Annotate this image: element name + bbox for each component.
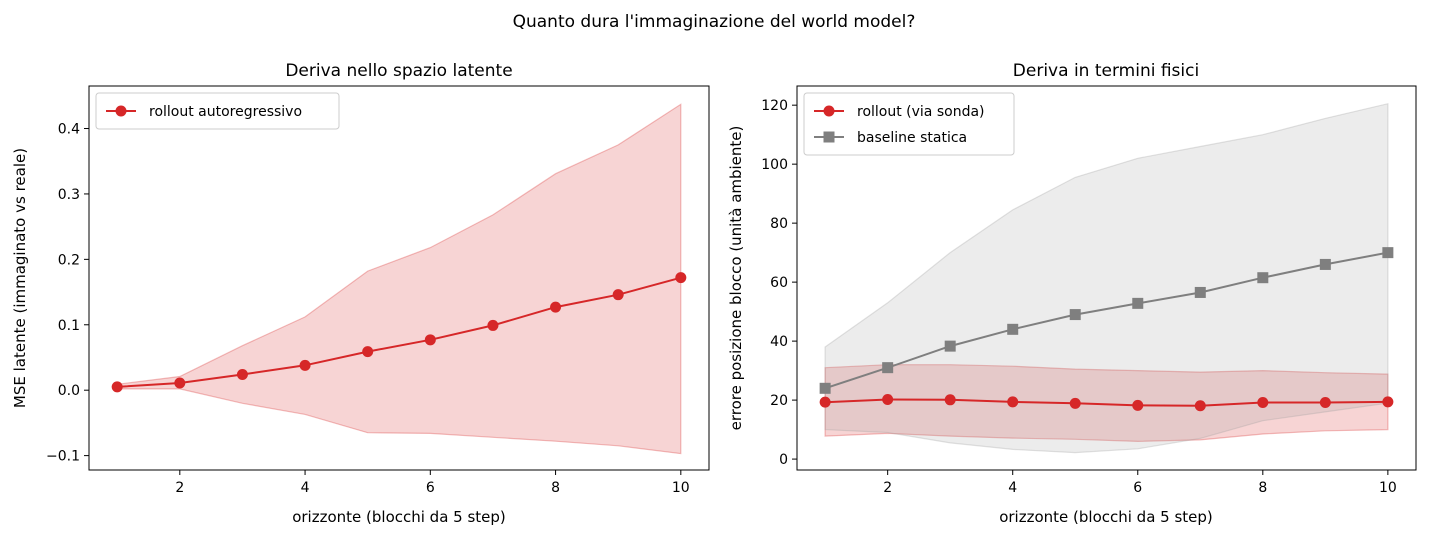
panel-latent-drift: Deriva nello spazio latente orizzonte (b… [11,61,710,526]
legend-label: baseline statica [857,130,967,146]
data-point [1194,400,1206,412]
data-point [882,394,894,406]
data-point [1007,323,1019,335]
data-point [111,381,123,393]
legend-marker [823,131,835,143]
data-point [1382,247,1394,259]
x-tick-label: 2 [175,480,184,496]
y-tick-label: 100 [761,157,788,173]
data-point [1257,272,1269,284]
legend-box [803,92,1015,156]
panel-title: Deriva in termini fisici [1013,61,1199,81]
series-line [117,276,682,388]
data-point [944,340,956,352]
x-tick-label: 10 [672,480,690,496]
y-tick-label: 120 [761,98,788,114]
data-point [819,396,831,408]
data-point [1069,397,1081,409]
x-tick-label: 6 [1133,480,1142,496]
plot-frame [88,85,710,471]
y-tick-label: −0.1 [46,449,80,465]
series-line [824,251,1389,390]
x-tick-label: 4 [301,480,310,496]
x-tick-label: 2 [883,480,892,496]
y-tick-label: 0.4 [58,122,80,138]
y-tick-label: 60 [770,275,788,291]
data-point [1319,258,1331,270]
y-axis-label: errore posizione blocco (unità ambiente) [727,126,745,431]
data-point [1382,396,1394,408]
data-point [1194,286,1206,298]
data-point [299,359,311,371]
confidence-band [824,364,1389,443]
figure-title: Quanto dura l'immaginazione del world mo… [513,12,916,32]
x-tick-label: 4 [1008,480,1017,496]
legend-marker [823,105,835,117]
y-tick-label: 0.0 [58,383,80,399]
y-tick-label: 0 [779,452,788,468]
data-point [1132,399,1144,411]
x-tick-label: 8 [1258,480,1267,496]
y-tick-label: 80 [770,216,788,232]
x-axis-label: orizzonte (blocchi da 5 step) [999,508,1213,526]
data-point [882,362,894,374]
data-point [1257,396,1269,408]
data-point [1319,396,1331,408]
data-point [819,382,831,394]
x-tick-label: 10 [1379,480,1397,496]
y-tick-label: 40 [770,334,788,350]
data-point [944,394,956,406]
legend-label: rollout (via sonda) [857,104,985,120]
y-axis-label: MSE latente (immaginato vs reale) [11,148,29,408]
data-point [675,272,687,284]
confidence-band [116,103,682,455]
data-point [362,346,374,358]
data-point [1069,309,1081,321]
data-point [1132,297,1144,309]
y-tick-label: 0.3 [58,187,80,203]
legend-marker [115,105,127,117]
data-point [487,319,499,331]
y-tick-label: 0.2 [58,252,80,268]
panel-title: Deriva nello spazio latente [285,61,512,81]
data-point [236,368,248,380]
plot-frame [796,85,1417,471]
panel-physical-drift: Deriva in termini fisici orizzonte (bloc… [727,61,1417,526]
x-tick-label: 6 [426,480,435,496]
data-point [550,301,562,313]
legend-label: rollout autoregressivo [149,104,302,120]
y-tick-label: 0.1 [58,318,80,334]
legend-box [95,92,340,130]
y-tick-label: 20 [770,393,788,409]
x-axis-label: orizzonte (blocchi da 5 step) [292,508,506,526]
series-line [825,398,1388,407]
data-point [1007,396,1019,408]
data-point [174,377,186,389]
data-point [612,289,624,301]
data-point [424,334,436,346]
x-tick-label: 8 [551,480,560,496]
